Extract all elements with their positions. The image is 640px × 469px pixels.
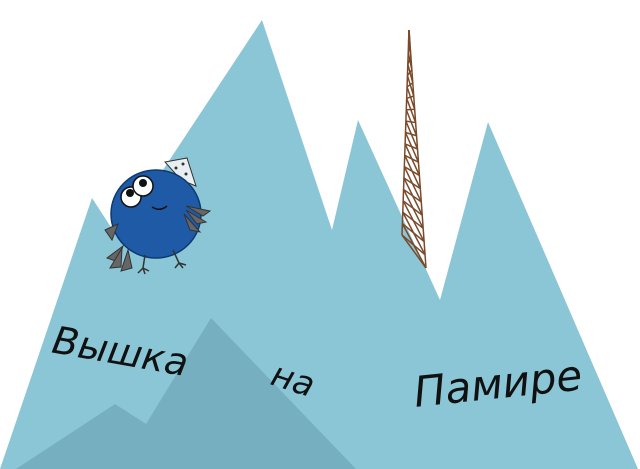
tower-brace — [407, 52, 413, 70]
tower-brace — [405, 131, 417, 137]
tower-brace — [407, 43, 411, 53]
bird-body — [110, 169, 202, 259]
left-wing-icon — [104, 223, 133, 272]
lattice-tower-icon — [401, 29, 427, 269]
tower-brace — [402, 211, 424, 229]
tower-brace — [406, 86, 416, 110]
right-wing-icon — [183, 205, 212, 233]
tower-brace — [401, 223, 425, 243]
tower-brace — [406, 75, 415, 97]
mountain-range — [0, 20, 638, 469]
tower-brace — [406, 69, 413, 77]
tower-brace — [405, 120, 416, 124]
tower-brace — [407, 63, 414, 84]
tower-brace — [401, 234, 426, 256]
tower-brace — [407, 56, 412, 65]
tower-brace — [405, 109, 418, 137]
tower-brace — [403, 166, 420, 177]
tower-brace — [405, 98, 417, 123]
mountain-shadow-left — [16, 318, 356, 469]
tower-brace — [406, 82, 414, 88]
tower-brace — [402, 200, 423, 216]
bird-smile — [151, 205, 168, 210]
tower-brace — [403, 188, 422, 203]
tower-brace — [403, 177, 421, 190]
tower-brace — [406, 95, 414, 100]
blue-bird-icon — [104, 157, 212, 275]
bird-legs — [137, 249, 187, 275]
tower-brace — [404, 143, 418, 150]
tower-brace — [407, 41, 412, 57]
tower-brace — [404, 154, 419, 163]
